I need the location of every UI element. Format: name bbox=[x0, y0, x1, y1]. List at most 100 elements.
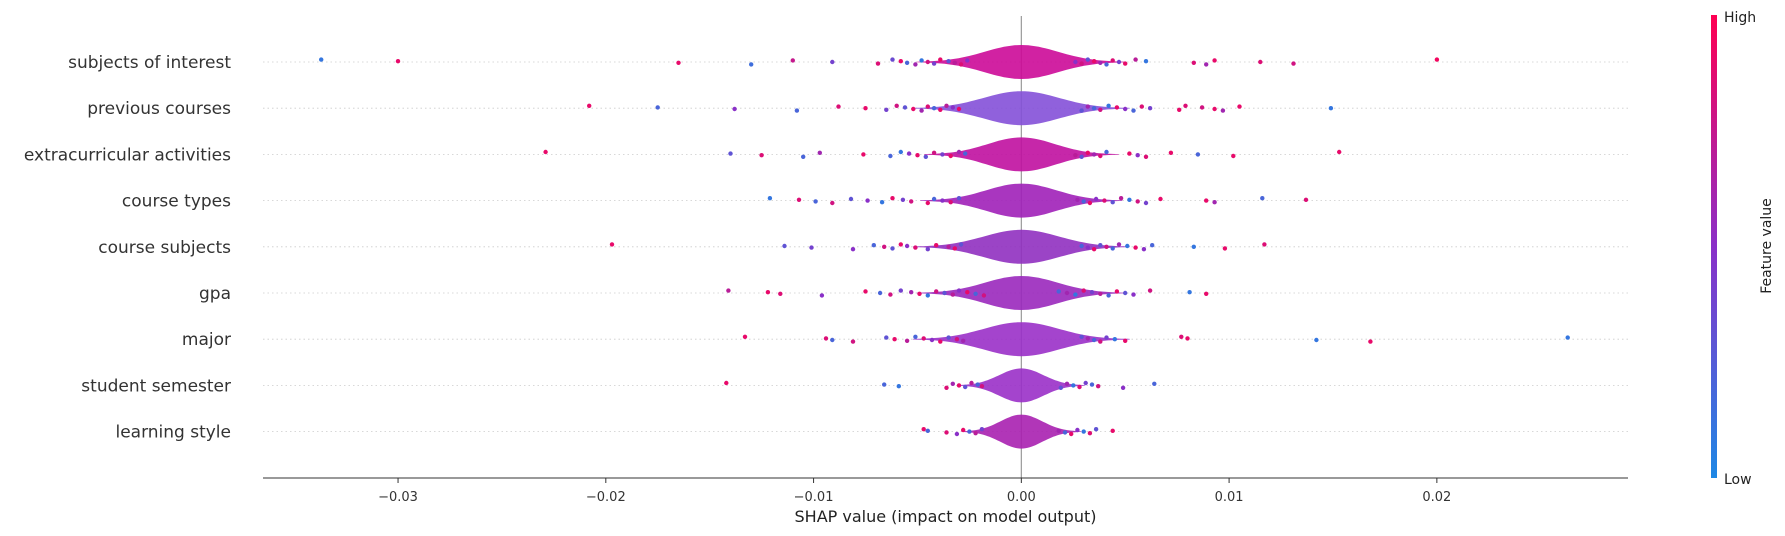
shap-point bbox=[1091, 337, 1097, 343]
shap-point bbox=[1112, 337, 1118, 342]
shap-point bbox=[898, 59, 903, 64]
shap-point bbox=[894, 103, 899, 109]
shap-point bbox=[1077, 384, 1082, 390]
shap-point bbox=[1098, 153, 1103, 159]
shap-point bbox=[919, 108, 924, 113]
shap-point bbox=[1116, 242, 1122, 247]
shap-point bbox=[1258, 59, 1263, 65]
shap-point bbox=[1141, 247, 1147, 252]
shap-point bbox=[931, 61, 937, 66]
x-tick-label: −0.03 bbox=[378, 490, 418, 505]
shap-point bbox=[898, 242, 903, 247]
feature-label: previous courses bbox=[87, 99, 231, 119]
shap-point bbox=[904, 60, 910, 65]
feature-labels: subjects of interest previous courses extr… bbox=[24, 53, 231, 443]
shap-point bbox=[879, 200, 885, 205]
shap-point bbox=[1093, 427, 1099, 432]
shap-point bbox=[1056, 428, 1061, 433]
shap-point bbox=[1062, 430, 1068, 435]
shap-point bbox=[1085, 57, 1091, 62]
violin-shape bbox=[916, 276, 1126, 310]
shap-point bbox=[1079, 243, 1084, 249]
shap-point bbox=[801, 154, 806, 159]
shap-point bbox=[778, 291, 783, 296]
shap-point bbox=[1204, 291, 1209, 296]
shap-point bbox=[931, 196, 937, 202]
shap-point bbox=[1135, 153, 1140, 158]
shap-point bbox=[1337, 149, 1342, 155]
shap-point bbox=[609, 242, 615, 247]
shap-point bbox=[1291, 61, 1296, 66]
shap-point bbox=[1314, 337, 1319, 343]
shap-point bbox=[950, 105, 955, 110]
shap-point bbox=[925, 104, 930, 109]
shap-point bbox=[944, 103, 949, 109]
shap-point bbox=[952, 246, 957, 251]
shap-point bbox=[1106, 103, 1111, 109]
shap-point bbox=[1168, 150, 1174, 155]
shap-point bbox=[724, 380, 729, 386]
shap-point bbox=[1152, 381, 1157, 386]
shap-point bbox=[934, 289, 939, 294]
shap-point bbox=[904, 243, 910, 249]
shap-point bbox=[1075, 197, 1080, 202]
shap-point bbox=[958, 242, 964, 247]
shap-point bbox=[1328, 106, 1334, 111]
shap-point bbox=[1133, 245, 1138, 250]
feature-label: learning style bbox=[115, 423, 231, 443]
shap-point bbox=[1096, 384, 1101, 389]
shap-point bbox=[1123, 338, 1128, 343]
colorbar-gradient bbox=[1711, 15, 1717, 478]
shap-point bbox=[965, 58, 970, 63]
shap-point bbox=[940, 198, 945, 203]
shap-point bbox=[861, 152, 866, 157]
shap-point bbox=[902, 105, 908, 110]
shap-point bbox=[1079, 61, 1084, 66]
shap-point bbox=[1104, 149, 1109, 155]
colorbar-high-label: High bbox=[1724, 10, 1756, 26]
shap-point bbox=[921, 336, 926, 341]
shap-point bbox=[890, 196, 895, 201]
shap-point bbox=[819, 293, 825, 298]
shap-point bbox=[956, 149, 962, 155]
shap-point bbox=[1143, 154, 1149, 159]
shap-point bbox=[892, 337, 897, 342]
violin-shape bbox=[916, 45, 1126, 79]
shap-point bbox=[1079, 334, 1084, 339]
shap-point bbox=[1260, 196, 1265, 201]
shap-point bbox=[732, 106, 737, 112]
shap-point bbox=[1118, 196, 1124, 201]
shap-point bbox=[1091, 106, 1097, 111]
shap-point bbox=[1139, 104, 1145, 109]
shap-point bbox=[906, 151, 912, 156]
shap-point bbox=[948, 153, 953, 159]
shap-point bbox=[1064, 290, 1070, 296]
shap-point bbox=[1195, 152, 1201, 157]
shap-point bbox=[877, 290, 883, 296]
shap-point bbox=[888, 153, 893, 159]
shap-point bbox=[765, 290, 771, 295]
x-tick-label: 0.02 bbox=[1422, 490, 1451, 505]
shap-point bbox=[944, 385, 949, 390]
shap-point bbox=[884, 335, 889, 340]
shap-point bbox=[1127, 197, 1132, 202]
shap-point bbox=[1177, 107, 1182, 113]
shap-point bbox=[1102, 198, 1107, 203]
x-axis-ticks: −0.03 −0.02 −0.01 0.00 0.01 0.02 bbox=[378, 478, 1451, 505]
shap-point bbox=[1303, 197, 1309, 202]
shap-point bbox=[909, 199, 914, 204]
shap-point bbox=[1075, 427, 1080, 433]
shap-point bbox=[1262, 242, 1267, 247]
x-axis-title: SHAP value (impact on model output) bbox=[795, 507, 1097, 526]
violin-shape bbox=[912, 322, 1130, 357]
shap-point bbox=[890, 246, 895, 251]
feature-label: course subjects bbox=[98, 238, 231, 258]
shap-point bbox=[958, 62, 964, 67]
shap-point bbox=[1187, 290, 1192, 295]
violin-shape bbox=[924, 137, 1119, 172]
shap-point bbox=[969, 380, 974, 386]
shap-point bbox=[950, 292, 955, 297]
shap-point bbox=[981, 293, 987, 298]
shap-point bbox=[749, 62, 754, 67]
